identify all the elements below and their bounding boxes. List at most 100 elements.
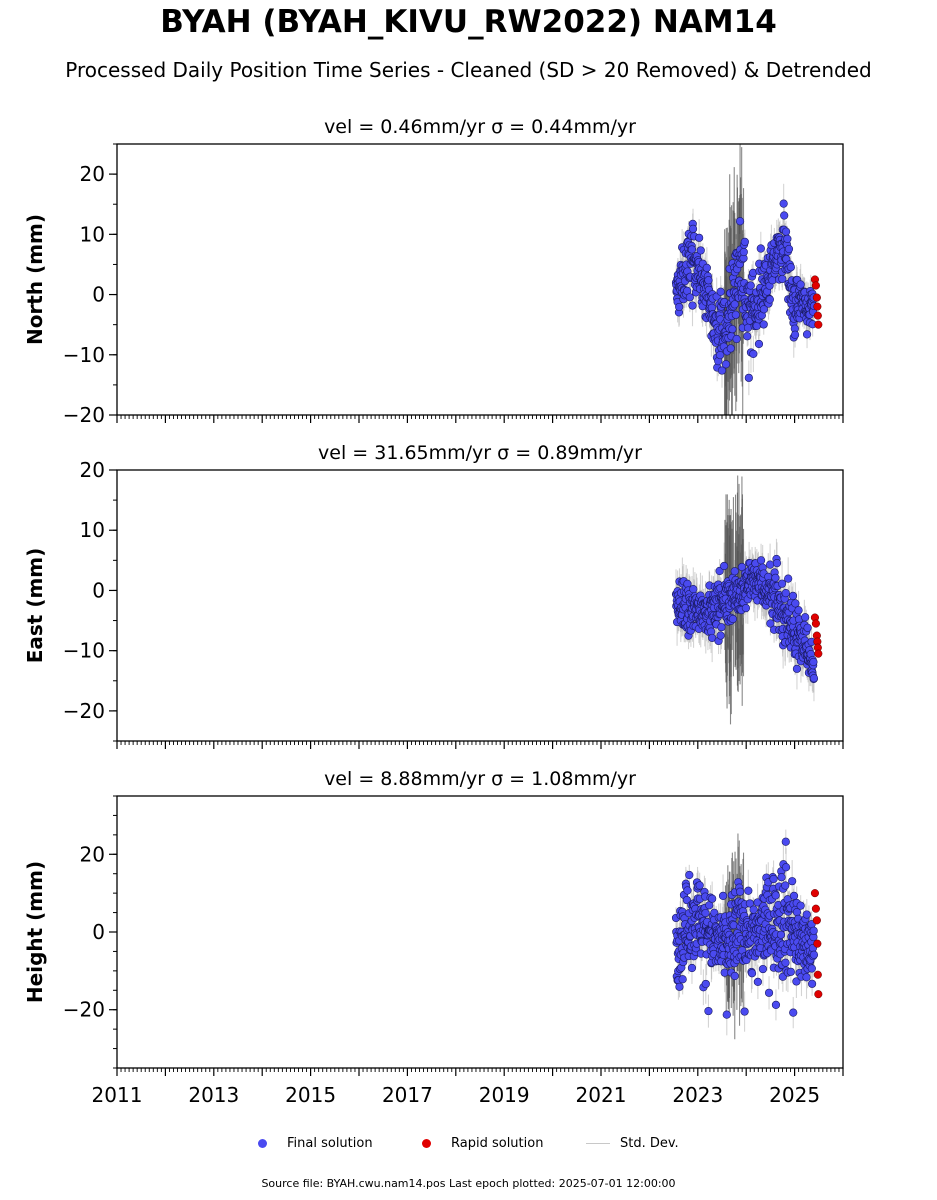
y-tick-label: 0 (92, 283, 105, 307)
final-solution-point (788, 591, 798, 600)
final-solution-point (730, 567, 739, 576)
final-solution-point (687, 963, 697, 973)
final-solution-point (796, 280, 805, 289)
page-title: BYAH (BYAH_KIVU_RW2022) NAM14 (160, 4, 777, 40)
final-solution-point (718, 891, 728, 901)
final-solution-point (732, 334, 741, 344)
final-solution-point (786, 263, 795, 272)
rapid-solution-point (811, 281, 820, 290)
final-solution-point (688, 301, 697, 310)
final-solution-point (741, 603, 751, 613)
page-subtitle: Processed Daily Position Time Series - C… (65, 58, 872, 82)
y-axis-label: North (mm) (23, 214, 47, 345)
final-solution-point (743, 332, 752, 341)
final-solution-point (729, 921, 738, 930)
legend-item-std: Std. Dev. (586, 1136, 679, 1151)
final-solution-point (756, 244, 765, 253)
final-solution-point (781, 589, 790, 598)
x-tick-label: 2017 (382, 1083, 433, 1107)
final-solution-point (809, 926, 818, 935)
final-solution-point (687, 245, 697, 254)
final-solution-point (777, 873, 786, 882)
final-solution-point (758, 964, 768, 974)
x-tick-label: 2011 (92, 1083, 143, 1107)
final-solution-point (728, 614, 737, 624)
y-tick-label: 20 (80, 842, 105, 866)
final-solution-point (731, 310, 740, 319)
x-tick-label: 2023 (672, 1083, 723, 1107)
final-solution-point (735, 887, 745, 896)
final-solution-point (781, 958, 790, 967)
final-solution-point (704, 1006, 713, 1016)
final-solution-point (689, 585, 698, 594)
legend-std-label: Std. Dev. (620, 1136, 679, 1151)
rapid-solution-point (813, 970, 822, 979)
final-solution-point (802, 973, 811, 982)
legend: Final solution Rapid solution Std. Dev. (0, 1136, 937, 1158)
final-solution-point (744, 886, 753, 895)
final-solution-point (740, 237, 749, 246)
final-solution-point (730, 971, 739, 981)
y-tick-label: 20 (80, 458, 105, 482)
final-solution-point (769, 874, 778, 884)
final-solution-point (743, 323, 753, 332)
final-solution-point (783, 234, 792, 244)
final-solution-point (704, 276, 713, 285)
final-solution-point (701, 908, 710, 918)
final-solution-point (675, 302, 684, 312)
final-solution-point (801, 613, 810, 622)
rapid-solution-point (813, 302, 822, 311)
rapid-solution-point (811, 904, 820, 913)
final-solution-point (754, 339, 764, 349)
final-solution-point (792, 664, 802, 673)
final-solution-point (740, 1007, 749, 1016)
final-solution-point (771, 891, 780, 900)
final-solution-point (696, 246, 705, 255)
final-solution-point (722, 1010, 731, 1019)
final-solution-point (807, 979, 817, 988)
final-solution-point (802, 910, 811, 919)
final-solution-point (778, 274, 787, 284)
final-solution-point (777, 579, 787, 588)
final-solution-point (771, 1000, 781, 1009)
final-solution-point (749, 905, 758, 914)
final-solution-point (726, 344, 735, 353)
final-solution-point (765, 295, 774, 304)
final-solution-point (781, 881, 790, 890)
rapid-solution-point (813, 939, 822, 948)
y-tick-label: −10 (63, 639, 105, 663)
final-solution-point (776, 930, 786, 939)
x-tick-label: 2025 (769, 1083, 820, 1107)
final-solution-point (753, 977, 762, 986)
x-tick-label: 2013 (188, 1083, 239, 1107)
rapid-solution-point (811, 619, 820, 628)
y-tick-label: 20 (80, 162, 105, 186)
time-series-chart: −20 −10 0 10 20 vel = 0.46mm/yr σ = 0.44mm/yr… (23, 116, 844, 1107)
final-solution-point (789, 891, 799, 900)
final-solution-point (764, 988, 774, 997)
final-solution-point (766, 619, 775, 628)
final-solution-point (753, 898, 762, 907)
rapid-solution-marker-icon (422, 1139, 431, 1148)
final-solution-point (716, 287, 725, 296)
plot-area (671, 829, 823, 1040)
final-solution-point (784, 244, 794, 254)
final-solution-point (790, 330, 800, 339)
final-solution-point (766, 560, 775, 569)
final-solution-point (685, 870, 694, 880)
final-solution-point (708, 894, 717, 903)
source-footer: Source file: BYAH.cwu.nam14.pos Last epo… (261, 1177, 676, 1190)
final-solution-point (735, 217, 745, 226)
final-solution-point (737, 562, 747, 572)
panel-title: vel = 8.88mm/yr σ = 1.08mm/yr (324, 768, 636, 790)
rapid-solution-point (814, 320, 823, 329)
final-solution-point (716, 631, 725, 640)
x-tick-label: 2019 (479, 1083, 530, 1107)
final-solution-point (781, 837, 790, 846)
legend-item-final: Final solution (258, 1136, 373, 1151)
rapid-solution-point (812, 916, 821, 925)
final-solution-point (702, 263, 711, 272)
final-solution-point (803, 623, 812, 632)
y-tick-label: 0 (92, 920, 105, 944)
final-solution-point (809, 674, 819, 683)
